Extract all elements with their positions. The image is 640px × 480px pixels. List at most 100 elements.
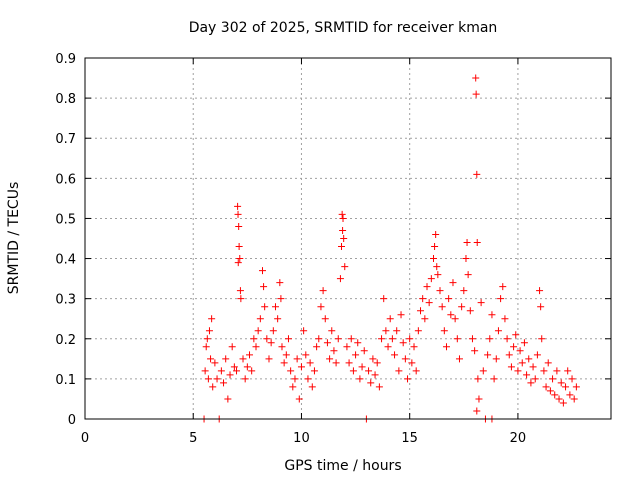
data-point	[274, 315, 282, 323]
data-point	[551, 391, 559, 399]
data-point	[473, 170, 481, 178]
data-point	[462, 255, 470, 263]
data-point	[449, 279, 457, 287]
data-point	[404, 375, 412, 383]
data-point	[328, 327, 336, 335]
data-point	[213, 375, 221, 383]
y-tick-label: 0.4	[55, 253, 76, 268]
data-point	[250, 335, 258, 343]
data-point	[399, 339, 407, 347]
data-point	[460, 287, 468, 295]
y-axis-title: SRMTID / TECUs	[6, 182, 22, 295]
data-point	[432, 230, 440, 238]
data-point	[278, 343, 286, 351]
data-point	[367, 379, 375, 387]
data-point	[308, 383, 316, 391]
data-point	[393, 327, 401, 335]
data-point	[276, 279, 284, 287]
data-point	[537, 303, 545, 311]
data-point	[349, 367, 357, 375]
data-point	[397, 311, 405, 319]
data-point	[388, 335, 396, 343]
x-tick-label: 5	[189, 431, 197, 446]
data-point	[572, 383, 580, 391]
data-point	[201, 367, 209, 375]
data-point	[458, 303, 466, 311]
data-point	[280, 359, 288, 367]
data-point	[557, 379, 565, 387]
data-point	[261, 303, 269, 311]
data-point	[484, 351, 492, 359]
data-point	[236, 255, 244, 263]
data-point	[434, 271, 442, 279]
data-point	[336, 275, 344, 283]
data-point	[330, 347, 338, 355]
data-point	[488, 311, 496, 319]
data-point	[492, 355, 500, 363]
data-point	[326, 355, 334, 363]
data-point	[391, 351, 399, 359]
data-point	[204, 375, 212, 383]
data-point	[236, 287, 244, 295]
data-point	[564, 367, 572, 375]
data-point	[540, 367, 548, 375]
data-point	[533, 351, 541, 359]
data-point	[237, 295, 245, 303]
data-point	[334, 335, 342, 343]
data-point	[315, 335, 323, 343]
data-point	[207, 355, 215, 363]
data-point	[302, 351, 310, 359]
y-tick-label: 0.1	[55, 373, 76, 388]
data-point	[475, 395, 483, 403]
data-point	[474, 375, 482, 383]
data-point	[395, 367, 403, 375]
data-point	[410, 343, 418, 351]
data-point	[375, 383, 383, 391]
y-tick-label: 0.9	[55, 52, 76, 67]
data-point	[339, 214, 347, 222]
data-point	[304, 375, 312, 383]
data-point	[265, 355, 273, 363]
data-point	[209, 383, 217, 391]
data-point	[549, 375, 557, 383]
data-point	[527, 379, 535, 387]
data-point	[234, 202, 242, 210]
data-point	[516, 347, 524, 355]
data-point	[235, 243, 243, 251]
data-point	[241, 375, 249, 383]
data-point	[369, 355, 377, 363]
data-point	[490, 375, 498, 383]
data-point	[284, 335, 292, 343]
data-point	[514, 367, 522, 375]
data-point	[211, 359, 219, 367]
data-point	[431, 243, 439, 251]
data-point	[293, 355, 301, 363]
data-point	[536, 287, 544, 295]
data-point	[520, 339, 528, 347]
data-point	[386, 315, 394, 323]
data-point	[226, 371, 234, 379]
data-point	[323, 339, 331, 347]
data-point	[208, 315, 216, 323]
data-point	[248, 367, 256, 375]
data-point	[228, 343, 236, 351]
data-point	[464, 271, 472, 279]
data-point	[421, 315, 429, 323]
data-point	[239, 355, 247, 363]
data-point	[430, 255, 438, 263]
data-point	[507, 363, 515, 371]
data-point	[306, 359, 314, 367]
data-point	[486, 335, 494, 343]
data-point	[260, 283, 268, 291]
data-point	[267, 339, 275, 347]
data-point	[319, 287, 327, 295]
y-tick-label: 0.5	[55, 212, 76, 227]
data-point	[365, 367, 373, 375]
data-point	[243, 363, 251, 371]
data-point	[258, 267, 266, 275]
x-tick-label: 10	[293, 431, 310, 446]
chart-title: Day 302 of 2025, SRMTID for receiver kma…	[189, 20, 498, 36]
data-point	[477, 299, 485, 307]
data-point	[310, 367, 318, 375]
data-point	[425, 299, 433, 307]
